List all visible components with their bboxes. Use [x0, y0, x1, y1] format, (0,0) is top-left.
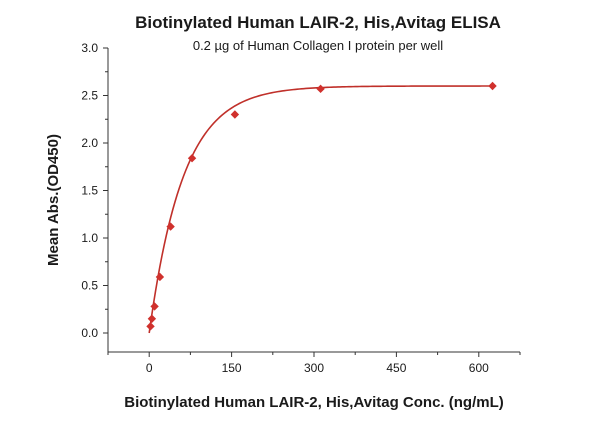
data-point-diamond	[147, 314, 157, 323]
data-point-diamond	[230, 110, 240, 119]
data-point-diamond	[488, 81, 497, 91]
x-tick-label: 600	[469, 361, 489, 375]
y-axis-ticks: 0.0 0.5 1.0 1.5 2.0 2.5 3.0	[81, 41, 108, 340]
y-tick-label: 0.5	[81, 279, 98, 293]
x-axis-ticks: 0 150 300 450 600	[107, 352, 521, 375]
data-point-diamond	[316, 84, 325, 94]
data-point-diamond	[146, 322, 155, 331]
data-points	[146, 81, 497, 331]
x-tick-label: 0	[146, 361, 153, 375]
y-tick-label: 2.5	[81, 89, 98, 103]
fit-curve	[148, 85, 493, 334]
x-tick-label: 150	[222, 361, 242, 375]
chart-subtitle: 0.2 µg of Human Collagen I protein per w…	[193, 38, 443, 53]
y-axis-label: Mean Abs.(OD450)	[45, 134, 62, 266]
y-tick-label: 1.0	[81, 231, 98, 245]
data-point-diamond	[150, 302, 159, 311]
x-axis-label: Biotinylated Human LAIR-2, His,Avitag Co…	[124, 394, 503, 411]
x-tick-label: 300	[304, 361, 324, 375]
y-tick-label: 1.5	[81, 184, 98, 198]
data-point-diamond	[155, 272, 165, 282]
chart-title: Biotinylated Human LAIR-2, His,Avitag EL…	[135, 13, 501, 32]
data-point-diamond	[187, 154, 197, 163]
y-tick-label: 3.0	[81, 41, 98, 55]
x-tick-label: 450	[386, 361, 406, 375]
data-point-diamond	[166, 222, 175, 231]
y-tick-label: 2.0	[81, 136, 98, 150]
y-tick-label: 0.0	[81, 326, 98, 340]
